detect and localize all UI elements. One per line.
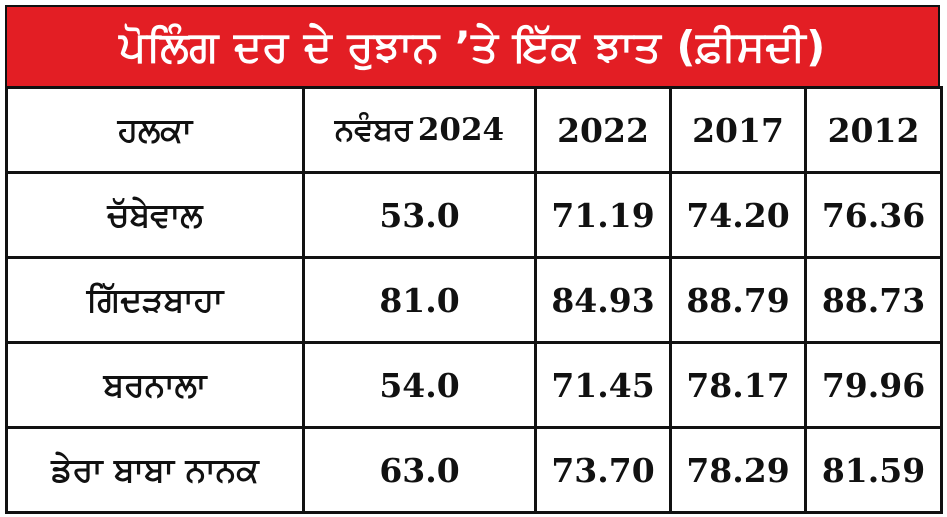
constituency-cell: ਗਿੱਦੜਬਾਹਾ xyxy=(5,256,305,344)
header-november-word: ਨਵੰਬਰ xyxy=(334,111,413,148)
turnout-2017-cell: 78.17 xyxy=(669,341,807,429)
turnout-value: 76.36 xyxy=(821,195,926,235)
header-2022-label: 2022 xyxy=(557,110,649,150)
constituency-name: ਬਰਨਾਲਾ xyxy=(103,365,207,404)
header-november-2024: ਨਵੰਬਰ 2024 xyxy=(302,86,537,174)
turnout-value: 63.0 xyxy=(379,450,460,490)
turnout-value: 54.0 xyxy=(379,365,460,405)
turnout-2022-cell: 73.70 xyxy=(534,426,672,514)
turnout-2012-cell: 81.59 xyxy=(804,426,943,514)
table-row: ਡੇਰਾ ਬਾਬਾ ਨਾਨਕ 63.0 73.70 78.29 81.59 xyxy=(5,426,943,514)
turnout-2017-cell: 88.79 xyxy=(669,256,807,344)
header-row: ਹਲਕਾ ਨਵੰਬਰ 2024 2022 2017 2012 xyxy=(5,86,943,174)
turnout-2022-cell: 71.19 xyxy=(534,171,672,259)
turnout-value: 84.93 xyxy=(551,280,655,320)
table-title: ਪੋਲਿੰਗ ਦਰ ਦੇ ਰੁਝਾਨ ’ਤੇ ਇੱਕ ਝਾਤ (ਫ਼ੀਸਦੀ) xyxy=(5,5,940,86)
turnout-nov2024-cell: 54.0 xyxy=(302,341,537,429)
header-2012: 2012 xyxy=(804,86,943,174)
turnout-nov2024-cell: 53.0 xyxy=(302,171,537,259)
turnout-table-graphic: ਪੋਲਿੰਗ ਦਰ ਦੇ ਰੁਝਾਨ ’ਤੇ ਇੱਕ ਝਾਤ (ਫ਼ੀਸਦੀ) … xyxy=(5,5,943,514)
header-november-year: 2024 xyxy=(417,111,505,148)
constituency-cell: ਬਰਨਾਲਾ xyxy=(5,341,305,429)
turnout-value: 74.20 xyxy=(686,195,790,235)
constituency-name: ਡੇਰਾ ਬਾਬਾ ਨਾਨਕ xyxy=(51,450,259,489)
turnout-value: 78.17 xyxy=(686,365,790,405)
turnout-nov2024-cell: 63.0 xyxy=(302,426,537,514)
turnout-2012-cell: 79.96 xyxy=(804,341,943,429)
turnout-2022-cell: 71.45 xyxy=(534,341,672,429)
header-2017-label: 2017 xyxy=(692,110,784,150)
turnout-2022-cell: 84.93 xyxy=(534,256,672,344)
turnout-nov2024-cell: 81.0 xyxy=(302,256,537,344)
turnout-value: 81.59 xyxy=(821,450,926,490)
turnout-table: ਹਲਕਾ ਨਵੰਬਰ 2024 2022 2017 2012 ਚੱਬੇਵਾਲ 5… xyxy=(5,86,943,514)
turnout-2017-cell: 74.20 xyxy=(669,171,807,259)
header-2012-label: 2012 xyxy=(827,110,920,150)
turnout-value: 81.0 xyxy=(379,280,460,320)
turnout-2012-cell: 76.36 xyxy=(804,171,943,259)
turnout-value: 79.96 xyxy=(821,365,926,405)
header-2017: 2017 xyxy=(669,86,807,174)
table-row: ਗਿੱਦੜਬਾਹਾ 81.0 84.93 88.79 88.73 xyxy=(5,256,943,344)
turnout-value: 53.0 xyxy=(379,195,460,235)
turnout-value: 73.70 xyxy=(551,450,655,490)
header-2022: 2022 xyxy=(534,86,672,174)
turnout-2012-cell: 88.73 xyxy=(804,256,943,344)
turnout-value: 78.29 xyxy=(686,450,790,490)
header-constituency-label: ਹਲਕਾ xyxy=(117,110,193,149)
turnout-value: 88.79 xyxy=(686,280,790,320)
turnout-value: 71.19 xyxy=(551,195,655,235)
header-constituency: ਹਲਕਾ xyxy=(5,86,305,174)
turnout-2017-cell: 78.29 xyxy=(669,426,807,514)
constituency-cell: ਡੇਰਾ ਬਾਬਾ ਨਾਨਕ xyxy=(5,426,305,514)
table-row: ਬਰਨਾਲਾ 54.0 71.45 78.17 79.96 xyxy=(5,341,943,429)
constituency-cell: ਚੱਬੇਵਾਲ xyxy=(5,171,305,259)
table-row: ਚੱਬੇਵਾਲ 53.0 71.19 74.20 76.36 xyxy=(5,171,943,259)
constituency-name: ਗਿੱਦੜਬਾਹਾ xyxy=(86,280,224,319)
turnout-value: 71.45 xyxy=(551,365,655,405)
turnout-value: 88.73 xyxy=(821,280,926,320)
constituency-name: ਚੱਬੇਵਾਲ xyxy=(107,195,203,234)
